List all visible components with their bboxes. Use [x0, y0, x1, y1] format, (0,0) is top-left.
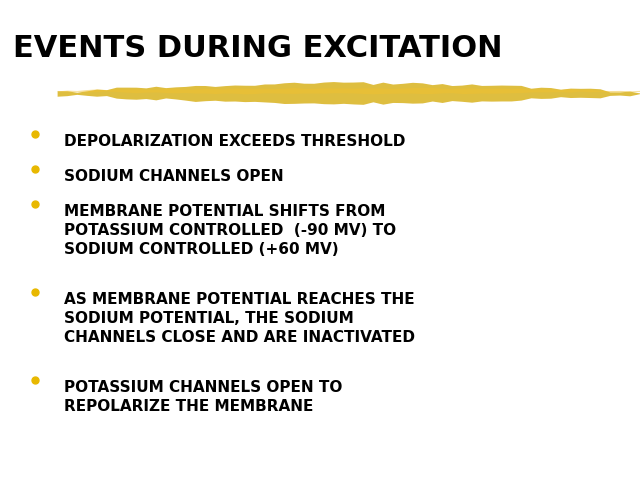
- Text: EVENTS DURING EXCITATION: EVENTS DURING EXCITATION: [13, 34, 502, 62]
- Polygon shape: [58, 82, 640, 105]
- Text: AS MEMBRANE POTENTIAL REACHES THE
SODIUM POTENTIAL, THE SODIUM
CHANNELS CLOSE AN: AS MEMBRANE POTENTIAL REACHES THE SODIUM…: [64, 292, 415, 345]
- Text: DEPOLARIZATION EXCEEDS THRESHOLD: DEPOLARIZATION EXCEEDS THRESHOLD: [64, 134, 405, 149]
- Text: SODIUM CHANNELS OPEN: SODIUM CHANNELS OPEN: [64, 169, 284, 184]
- Text: MEMBRANE POTENTIAL SHIFTS FROM
POTASSIUM CONTROLLED  (-90 MV) TO
SODIUM CONTROLL: MEMBRANE POTENTIAL SHIFTS FROM POTASSIUM…: [64, 204, 396, 257]
- Polygon shape: [58, 88, 640, 95]
- Text: POTASSIUM CHANNELS OPEN TO
REPOLARIZE THE MEMBRANE: POTASSIUM CHANNELS OPEN TO REPOLARIZE TH…: [64, 380, 342, 414]
